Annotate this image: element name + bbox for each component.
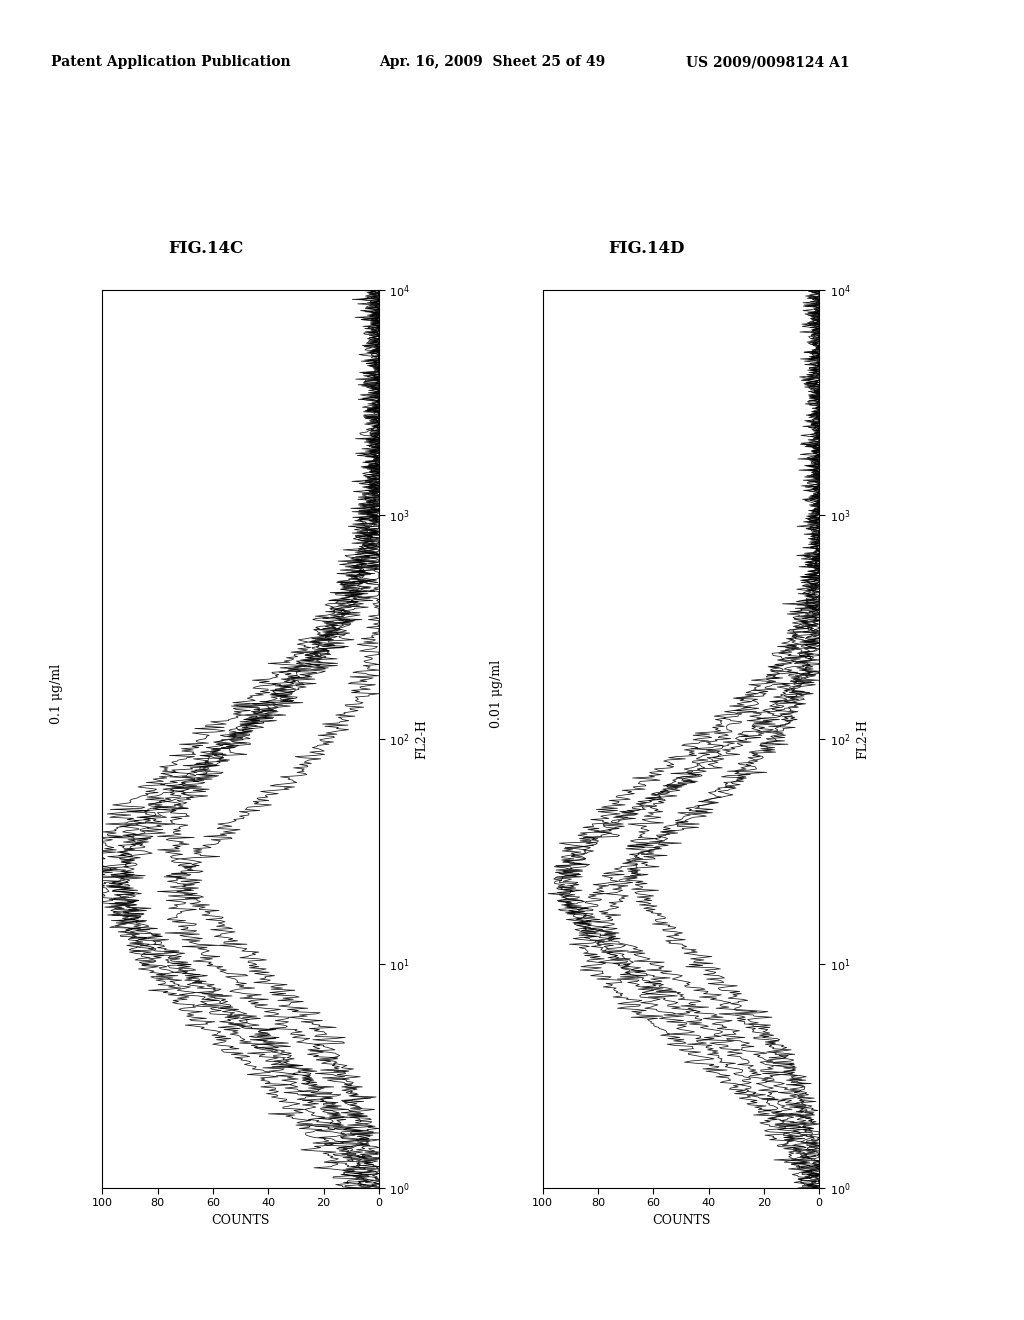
- Y-axis label: FL2-H: FL2-H: [416, 719, 429, 759]
- X-axis label: COUNTS: COUNTS: [651, 1214, 711, 1228]
- Text: 0.1 μg/ml: 0.1 μg/ml: [50, 664, 62, 725]
- Y-axis label: FL2-H: FL2-H: [856, 719, 869, 759]
- Text: FIG.14C: FIG.14C: [169, 240, 244, 257]
- X-axis label: COUNTS: COUNTS: [211, 1214, 270, 1228]
- Text: US 2009/0098124 A1: US 2009/0098124 A1: [686, 55, 850, 70]
- Text: FIG.14D: FIG.14D: [608, 240, 685, 257]
- Text: 0.01 μg/ml: 0.01 μg/ml: [490, 660, 503, 729]
- Text: Patent Application Publication: Patent Application Publication: [51, 55, 291, 70]
- Text: Apr. 16, 2009  Sheet 25 of 49: Apr. 16, 2009 Sheet 25 of 49: [379, 55, 605, 70]
